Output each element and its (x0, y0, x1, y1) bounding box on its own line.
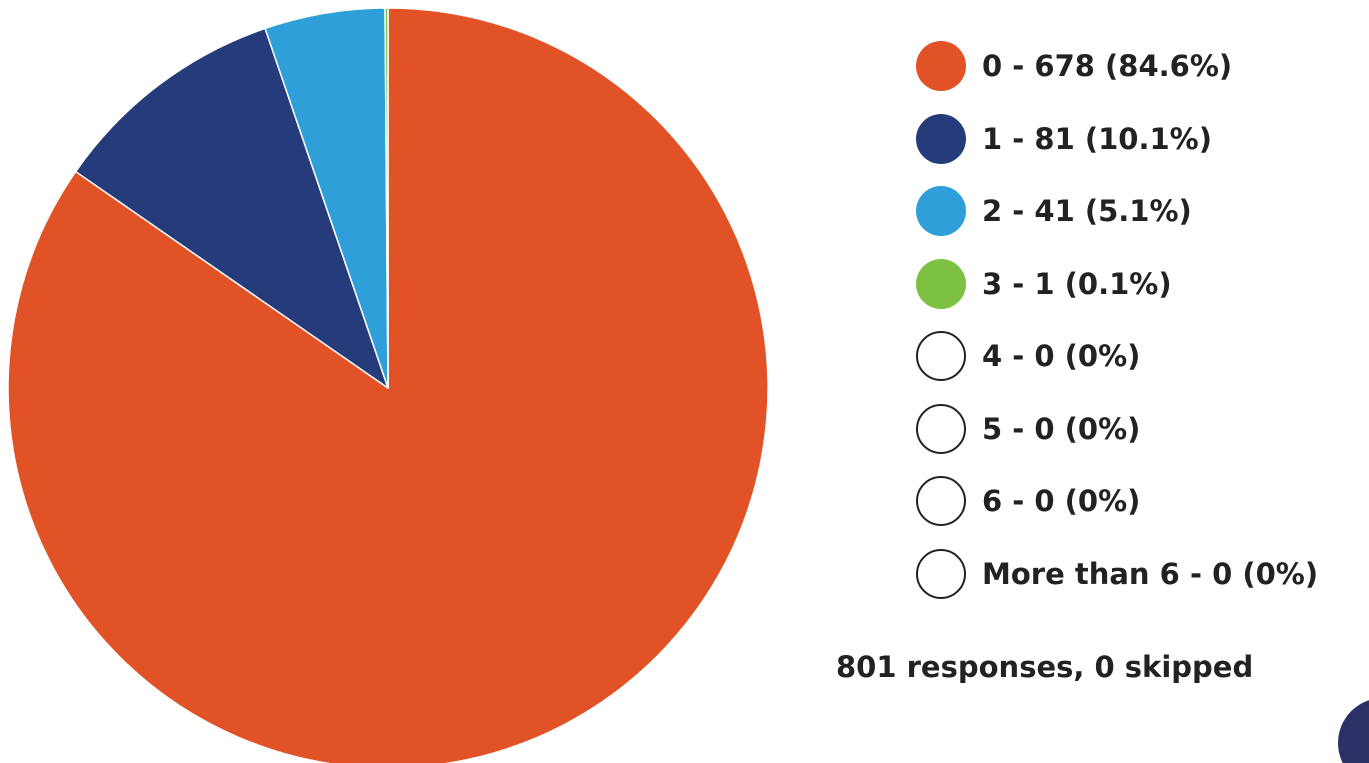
legend-label: 4 - 0 (0%) (982, 339, 1141, 374)
legend-item-6[interactable]: 6 - 0 (0%) (916, 465, 1318, 538)
legend-label: 5 - 0 (0%) (982, 411, 1141, 446)
legend-label: 1 - 81 (10.1%) (982, 121, 1212, 156)
chart-legend: 0 - 678 (84.6%) 1 - 81 (10.1%) 2 - 41 (5… (916, 30, 1318, 610)
responses-summary: 801 responses, 0 skipped (836, 650, 1254, 684)
legend-label: 0 - 678 (84.6%) (982, 49, 1233, 84)
legend-swatch (916, 403, 966, 454)
pie-chart (7, 7, 769, 763)
legend-item-3[interactable]: 3 - 1 (0.1%) (916, 248, 1318, 321)
legend-label: 6 - 0 (0%) (982, 484, 1141, 519)
legend-swatch (916, 476, 966, 527)
legend-item-5[interactable]: 5 - 0 (0%) (916, 393, 1318, 466)
pie-slice-3[interactable] (384, 7, 389, 389)
legend-swatch (916, 258, 966, 309)
pie-slice-1[interactable] (74, 27, 389, 389)
legend-swatch (916, 41, 966, 92)
legend-item-4[interactable]: 4 - 0 (0%) (916, 320, 1318, 393)
legend-item-2[interactable]: 2 - 41 (5.1%) (916, 175, 1318, 248)
legend-swatch (916, 331, 966, 382)
legend-item-0[interactable]: 0 - 678 (84.6%) (916, 30, 1318, 103)
legend-label: More than 6 - 0 (0%) (982, 556, 1319, 591)
legend-swatch (916, 113, 966, 164)
corner-action-button[interactable] (1338, 698, 1369, 763)
legend-swatch (916, 548, 966, 599)
legend-label: 3 - 1 (0.1%) (982, 266, 1172, 301)
legend-label: 2 - 41 (5.1%) (982, 194, 1192, 229)
legend-item-7[interactable]: More than 6 - 0 (0%) (916, 538, 1318, 611)
legend-item-1[interactable]: 1 - 81 (10.1%) (916, 103, 1318, 176)
legend-swatch (916, 186, 966, 237)
